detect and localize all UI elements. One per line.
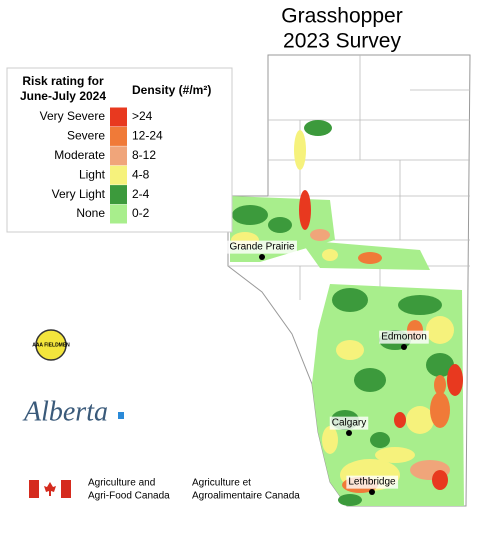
legend-swatch: [110, 165, 127, 185]
risk-area: [232, 205, 268, 225]
city-label-bg: [346, 475, 399, 489]
legend-range: 0-2: [132, 206, 150, 220]
flag-leaf: [44, 482, 56, 496]
risk-area: [406, 406, 434, 434]
legend-rating: Very Severe: [40, 109, 106, 123]
legend-range: 8-12: [132, 148, 156, 162]
risk-area: [375, 447, 415, 463]
aafc-fr: Agroalimentaire Canada: [192, 491, 300, 502]
risk-area: [332, 288, 368, 312]
city-label-bg: [329, 416, 369, 430]
risk-area: [322, 426, 338, 454]
risk-area: [268, 217, 292, 233]
aafc-fr: Agriculture et: [192, 478, 251, 489]
flag-band: [61, 480, 71, 498]
title-line: Grasshopper: [281, 5, 402, 28]
aafc-en: Agriculture and: [88, 478, 155, 489]
risk-area: [354, 368, 386, 392]
risk-area: [336, 340, 364, 360]
city-dot: [259, 254, 265, 260]
legend-range: 4-8: [132, 167, 150, 181]
risk-area: [434, 375, 446, 395]
legend: Very Severe >24 Severe 12-24 Moderate 8-12 Lig…: [40, 107, 163, 224]
legend-swatch: [110, 126, 127, 146]
risk-area: [322, 249, 338, 261]
legend-swatch: [110, 185, 127, 205]
aaa-logo: AAA FIELDMEN: [32, 329, 70, 361]
legend-range: >24: [132, 109, 153, 123]
risk-area: [310, 229, 330, 241]
city-label: Lethbridge: [348, 477, 396, 488]
legend-title: June-July 2024: [20, 89, 106, 103]
risk-area: [370, 432, 390, 448]
legend-rating: Very Light: [52, 187, 106, 201]
legend-range: 2-4: [132, 187, 150, 201]
aafc-en: Agri-Food Canada: [88, 491, 170, 502]
city-label-bg: [379, 330, 429, 344]
title-line: 2023 Survey: [283, 30, 401, 53]
cities: Grande Prairie Edmonton Calgary Lethbridge: [227, 240, 429, 495]
risk-area: [426, 316, 454, 344]
city-dot: [369, 489, 375, 495]
legend-swatch: [110, 107, 127, 127]
canada-flag: [29, 480, 71, 498]
risk-area: [299, 190, 311, 230]
risk-area: [398, 295, 442, 315]
risk-area: [294, 130, 306, 170]
aaa-badge: [35, 329, 67, 361]
alberta-logo: Alberta: [22, 396, 108, 427]
aaa-text: AAA FIELDMEN: [32, 342, 70, 348]
city-label: Calgary: [332, 418, 366, 429]
city-label-bg: [227, 240, 297, 254]
legend-range: 12-24: [132, 129, 163, 143]
risk-area: [430, 392, 450, 428]
legend-rating: None: [76, 206, 105, 220]
legend-rating: Severe: [67, 129, 105, 143]
legend-title: Risk rating for: [22, 74, 104, 88]
city-dot: [401, 344, 407, 350]
risk-area: [394, 412, 406, 428]
city-label: Edmonton: [381, 332, 427, 343]
legend-swatch: [110, 146, 127, 166]
risk-area: [447, 364, 463, 396]
city-label: Grande Prairie: [229, 242, 294, 253]
risk-area: [304, 120, 332, 136]
risk-area: [338, 494, 362, 506]
risk-area: [358, 252, 382, 264]
city-dot: [346, 430, 352, 436]
legend-swatch: [110, 204, 127, 224]
risk-area: [432, 470, 448, 490]
legend-rating: Moderate: [54, 148, 105, 162]
risk-area: [426, 353, 454, 377]
flag-band: [29, 480, 39, 498]
alberta-mark: [118, 412, 124, 419]
legend-rating: Light: [79, 167, 106, 181]
legend-density-header: Density (#/m²): [132, 83, 211, 97]
map: [227, 54, 471, 507]
